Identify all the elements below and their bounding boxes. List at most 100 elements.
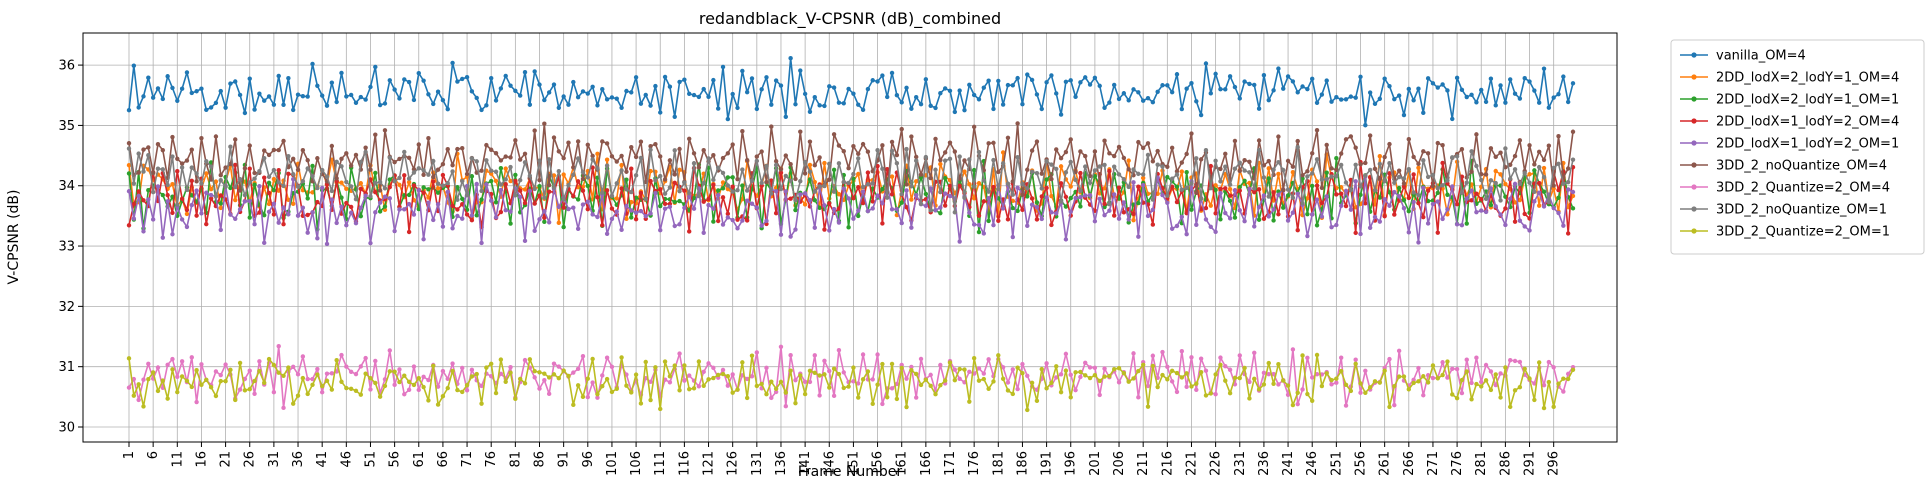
data-point bbox=[1459, 390, 1465, 396]
legend-label: 2DD_lodX=1_lodY=2_OM=4 bbox=[1716, 115, 1899, 130]
data-point bbox=[706, 94, 711, 99]
data-point bbox=[455, 213, 460, 219]
data-point bbox=[136, 193, 141, 199]
data-point bbox=[498, 166, 504, 171]
data-point bbox=[807, 139, 813, 144]
data-point bbox=[619, 355, 624, 360]
data-point bbox=[373, 189, 378, 195]
data-point bbox=[522, 151, 528, 156]
data-point bbox=[1266, 176, 1271, 181]
data-point bbox=[1532, 162, 1537, 167]
x-tick-label: 51 bbox=[363, 451, 378, 468]
data-point bbox=[440, 161, 446, 167]
data-point bbox=[609, 364, 615, 369]
data-point bbox=[218, 173, 223, 178]
data-point bbox=[421, 374, 426, 380]
data-point bbox=[1358, 231, 1363, 237]
data-point bbox=[1223, 164, 1228, 169]
data-point bbox=[315, 83, 320, 88]
data-point bbox=[1353, 357, 1358, 362]
data-point bbox=[194, 179, 199, 184]
data-point bbox=[865, 369, 871, 374]
data-point bbox=[445, 385, 450, 391]
data-point bbox=[1493, 204, 1498, 209]
data-point bbox=[971, 184, 977, 189]
data-point bbox=[368, 167, 373, 172]
data-point bbox=[440, 394, 446, 399]
data-point bbox=[691, 386, 697, 391]
data-point bbox=[1261, 370, 1267, 376]
data-point bbox=[600, 190, 605, 195]
data-point bbox=[1565, 231, 1571, 236]
data-point bbox=[1107, 208, 1112, 213]
data-point bbox=[1290, 210, 1296, 215]
data-point bbox=[1165, 377, 1170, 382]
x-tick-label: 91 bbox=[557, 451, 572, 468]
data-point bbox=[952, 367, 958, 372]
data-point bbox=[1483, 209, 1489, 215]
data-point bbox=[435, 384, 441, 389]
data-point bbox=[426, 200, 431, 205]
data-point bbox=[725, 183, 731, 188]
data-point bbox=[556, 204, 562, 210]
data-point bbox=[276, 180, 281, 185]
data-point bbox=[213, 393, 219, 399]
data-point bbox=[1406, 136, 1412, 142]
data-point bbox=[744, 376, 750, 382]
data-point bbox=[460, 365, 465, 371]
data-point bbox=[1189, 207, 1194, 212]
x-tick-label: 111 bbox=[653, 451, 668, 476]
data-point bbox=[894, 396, 900, 402]
data-point bbox=[228, 185, 233, 191]
data-point bbox=[971, 196, 977, 201]
data-point bbox=[353, 196, 359, 202]
data-point bbox=[986, 78, 991, 83]
data-point bbox=[706, 196, 711, 202]
data-point bbox=[126, 385, 132, 390]
data-point bbox=[411, 183, 417, 188]
data-point bbox=[242, 199, 248, 204]
data-point bbox=[435, 201, 441, 207]
data-point bbox=[769, 102, 774, 107]
x-tick-label: 221 bbox=[1184, 451, 1199, 476]
data-point bbox=[1102, 138, 1107, 143]
data-point bbox=[1029, 196, 1035, 201]
data-point bbox=[1382, 214, 1387, 219]
data-point bbox=[759, 180, 764, 186]
x-tick-label: 216 bbox=[1160, 451, 1175, 476]
data-point bbox=[1097, 392, 1102, 398]
data-point bbox=[402, 373, 407, 378]
data-point bbox=[1073, 370, 1078, 375]
data-point bbox=[725, 374, 731, 379]
data-point bbox=[600, 87, 605, 92]
data-point bbox=[1174, 184, 1180, 189]
data-point bbox=[1271, 207, 1276, 212]
data-point bbox=[513, 88, 518, 94]
data-point bbox=[1338, 151, 1344, 156]
data-point bbox=[1242, 365, 1247, 371]
data-point bbox=[1343, 188, 1349, 194]
data-point bbox=[798, 179, 803, 184]
data-point bbox=[1276, 160, 1281, 165]
data-point bbox=[1536, 100, 1542, 105]
data-point bbox=[498, 187, 504, 193]
data-point bbox=[1034, 200, 1040, 205]
data-point bbox=[1112, 82, 1117, 88]
data-point bbox=[556, 364, 562, 369]
data-point bbox=[474, 181, 479, 187]
data-point bbox=[706, 377, 711, 382]
data-point bbox=[1087, 180, 1093, 186]
data-point bbox=[952, 109, 958, 115]
series-3DD_2_noQuantize_OM=4 bbox=[126, 121, 1576, 197]
data-point bbox=[967, 210, 972, 215]
data-point bbox=[1256, 106, 1262, 111]
data-point bbox=[455, 207, 460, 212]
data-point bbox=[1430, 375, 1436, 381]
data-point bbox=[846, 166, 851, 171]
data-point bbox=[348, 92, 354, 98]
data-point bbox=[638, 401, 644, 406]
data-point bbox=[527, 173, 533, 179]
data-point bbox=[1387, 404, 1392, 410]
data-point bbox=[1561, 181, 1566, 186]
data-point bbox=[218, 378, 223, 384]
